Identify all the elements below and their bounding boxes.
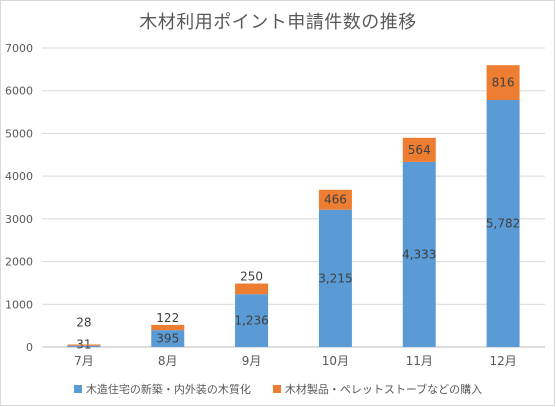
data-label: 816 bbox=[492, 76, 515, 90]
bar-segment bbox=[235, 294, 269, 347]
data-label: 4,333 bbox=[402, 247, 436, 261]
y-tick-label: 3000 bbox=[5, 213, 33, 226]
bar-segment bbox=[486, 100, 520, 347]
data-label: 3,215 bbox=[318, 271, 352, 285]
y-tick-label: 4000 bbox=[5, 170, 33, 183]
bar-segment bbox=[318, 189, 352, 210]
data-label: 395 bbox=[156, 332, 179, 346]
legend: 木造住宅の新築・内外装の木質化 木材製品・ペレットストーブなどの購入 bbox=[0, 381, 556, 397]
x-category-label: 10月 bbox=[322, 354, 349, 368]
bar-segment bbox=[151, 324, 185, 331]
bar-segment bbox=[67, 345, 101, 347]
x-category-label: 7月 bbox=[74, 354, 94, 368]
legend-item-wooden-housing: 木造住宅の新築・内外装の木質化 bbox=[73, 381, 251, 397]
chart-title: 木材利用ポイント申請件数の推移 bbox=[139, 12, 417, 33]
y-tick-label: 1000 bbox=[5, 298, 33, 311]
bar-segment bbox=[486, 65, 520, 101]
x-category-label: 11月 bbox=[406, 354, 433, 368]
data-label: 564 bbox=[408, 143, 431, 157]
y-tick-label: 6000 bbox=[5, 85, 33, 98]
bar-segment bbox=[402, 161, 436, 347]
data-label: 28 bbox=[76, 315, 91, 329]
bar-segment bbox=[67, 344, 101, 346]
legend-label-wood-products: 木材製品・ペレットストーブなどの購入 bbox=[284, 383, 483, 396]
data-label: 5,782 bbox=[486, 217, 520, 231]
data-label: 250 bbox=[240, 270, 263, 284]
x-category-label: 12月 bbox=[489, 354, 516, 368]
bar-segment bbox=[151, 330, 185, 347]
y-tick-label: 2000 bbox=[5, 256, 33, 269]
data-label: 1,236 bbox=[234, 314, 268, 328]
x-category-label: 8月 bbox=[158, 354, 178, 368]
legend-item-wood-products: 木材製品・ペレットストーブなどの購入 bbox=[272, 381, 483, 397]
legend-swatch-blue bbox=[73, 385, 82, 393]
y-tick-label: 5000 bbox=[5, 127, 33, 140]
bar-segment bbox=[402, 137, 436, 162]
data-label: 122 bbox=[156, 311, 179, 325]
bar-segment bbox=[235, 283, 269, 295]
data-label: 466 bbox=[324, 193, 347, 207]
legend-swatch-orange bbox=[272, 385, 281, 393]
y-tick-label: 7000 bbox=[5, 42, 33, 55]
legend-label-wooden-housing: 木造住宅の新築・内外装の木質化 bbox=[85, 383, 251, 396]
y-tick-label: 0 bbox=[26, 341, 33, 354]
x-category-label: 9月 bbox=[242, 354, 262, 368]
bar-segment bbox=[318, 209, 352, 347]
